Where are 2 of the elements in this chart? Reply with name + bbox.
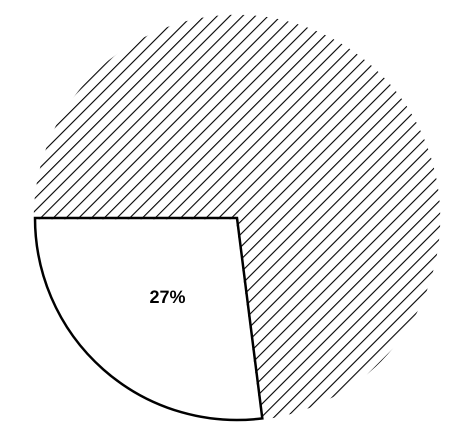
data-label: 27%	[150, 286, 186, 307]
pie-slice	[34, 14, 440, 420]
